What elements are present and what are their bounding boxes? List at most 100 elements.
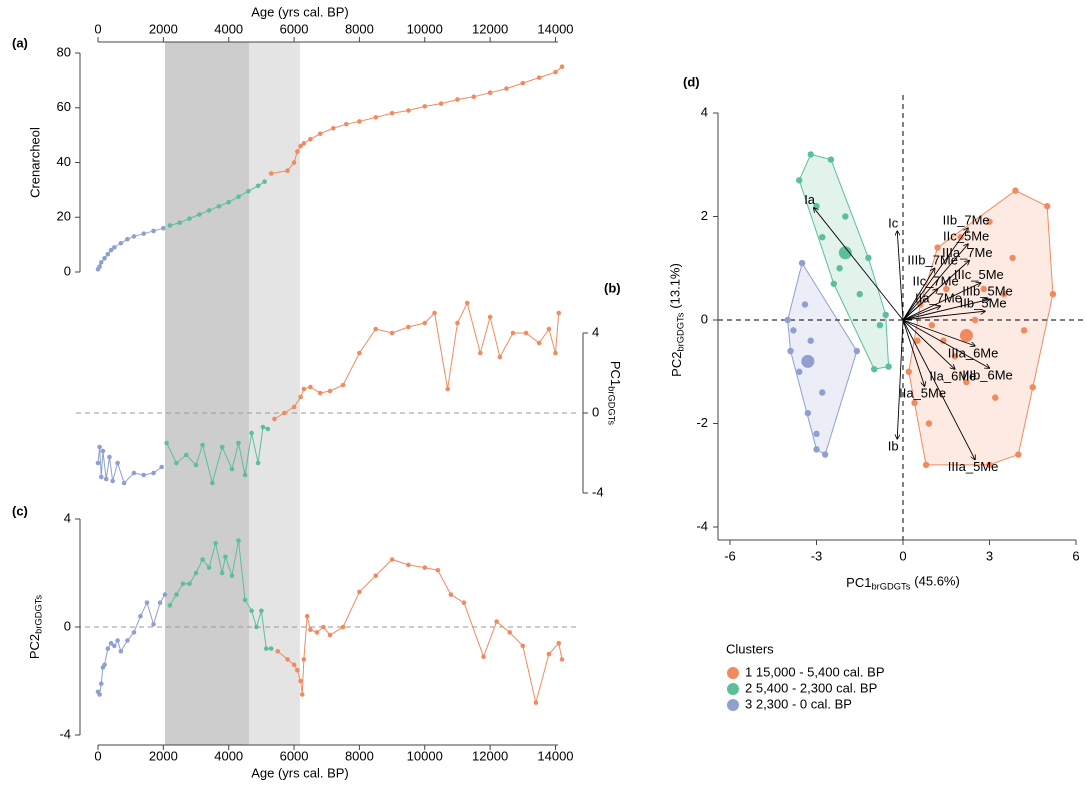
y-axis-title: PC2brGDGTs: [27, 595, 43, 660]
data-point: [200, 557, 205, 562]
data-point: [255, 183, 261, 189]
loading-label: IIIb_5Me: [962, 284, 1013, 299]
x-tick-label: 4000: [214, 21, 243, 36]
data-point: [291, 404, 297, 410]
data-point: [281, 410, 287, 416]
loading-arrow: [902, 283, 981, 321]
loading-label: IIc_5Me: [943, 228, 989, 243]
x-axis-title-sub: brGDGTs: [871, 582, 910, 592]
data-point: [327, 632, 333, 638]
data-point: [112, 245, 117, 250]
data-point: [422, 565, 428, 570]
loading-arrow: [902, 299, 990, 321]
y-axis-title-sub: brGDGTs: [34, 595, 44, 634]
loading-label: IIIa_6Me: [948, 345, 999, 360]
centroid: [959, 329, 973, 343]
y-axis-title-main: PC2: [27, 634, 42, 659]
data-point: [520, 80, 526, 86]
data-point: [556, 640, 562, 646]
series-line: [277, 558, 563, 703]
data-point: [940, 337, 947, 344]
x-axis-title: Age (yrs cal. BP): [251, 4, 349, 19]
data-point: [914, 337, 921, 344]
legend-swatch: [727, 683, 739, 695]
data-point: [856, 290, 863, 298]
data-point: [216, 204, 222, 209]
loading-label: IIa_5Me: [899, 386, 946, 401]
loading-label: IIb_5Me: [960, 296, 1007, 311]
loading-label: IIc_7Me: [912, 273, 958, 288]
panel-label: (a): [12, 35, 28, 50]
data-point: [406, 562, 411, 568]
y-tick-label: -4: [592, 484, 604, 499]
data-point: [553, 69, 558, 75]
data-point: [97, 692, 102, 697]
data-point: [922, 461, 930, 469]
data-point: [520, 643, 526, 649]
data-point: [536, 75, 542, 80]
y-tick-label: 0: [64, 618, 71, 633]
data-point: [980, 285, 987, 293]
data-point: [162, 592, 168, 597]
y-tick-label: 0: [592, 404, 599, 419]
data-point: [304, 613, 310, 619]
data-point: [102, 256, 107, 261]
loading-label: Ic: [888, 215, 899, 230]
x-tick-label: -3: [811, 548, 823, 563]
x-tick-label: 0: [94, 21, 101, 36]
x-tick-label: -6: [724, 548, 736, 563]
x-tick-label: 6000: [280, 748, 309, 763]
data-point: [98, 681, 104, 686]
legend-label: 1 15,000 - 5,400 cal. BP: [745, 664, 884, 679]
data-point: [1043, 202, 1051, 210]
legend-label: 3 2,300 - 0 cal. BP: [745, 696, 852, 711]
loading-arrow: [902, 319, 990, 368]
data-point: [905, 368, 912, 375]
data-point: [461, 600, 467, 605]
data-point: [455, 320, 460, 326]
loading-arrow: [902, 319, 975, 460]
data-point: [219, 570, 225, 576]
loading-label: IIIc_5Me: [954, 267, 1004, 282]
data-point: [801, 301, 809, 308]
data-point: [317, 131, 323, 137]
data-point: [1012, 187, 1019, 194]
data-point: [121, 480, 127, 486]
data-point: [330, 125, 336, 131]
loading-arrow: [902, 319, 955, 369]
y-tick-label: -4: [59, 726, 71, 741]
data-point: [340, 382, 346, 388]
data-point: [263, 646, 269, 651]
data-point: [813, 446, 820, 453]
data-point: [164, 440, 169, 446]
data-point: [471, 94, 477, 100]
data-point: [110, 478, 116, 484]
data-point: [144, 600, 150, 605]
data-point: [559, 64, 565, 69]
data-point: [807, 151, 814, 158]
data-point: [510, 330, 516, 336]
data-point: [951, 353, 959, 360]
data-point: [796, 368, 803, 375]
data-point: [193, 462, 199, 468]
data-point: [497, 354, 503, 360]
loading-arrow: [902, 228, 968, 321]
data-point: [255, 460, 261, 466]
series-line: [97, 594, 166, 696]
data-point: [115, 638, 120, 643]
panel-label: (d): [683, 74, 700, 89]
series-line: [274, 301, 560, 420]
data-point: [327, 388, 333, 394]
x-tick-label: 8000: [345, 748, 374, 763]
x-tick-label: 0: [94, 748, 101, 763]
data-point: [141, 231, 147, 236]
data-point: [340, 624, 346, 630]
loading-label: Ib: [888, 438, 899, 453]
data-point: [210, 480, 215, 486]
data-point: [259, 608, 264, 614]
series-line: [97, 227, 164, 270]
data-point: [798, 259, 806, 267]
data-point: [98, 474, 104, 480]
centroid: [838, 246, 852, 260]
data-point: [876, 321, 884, 329]
